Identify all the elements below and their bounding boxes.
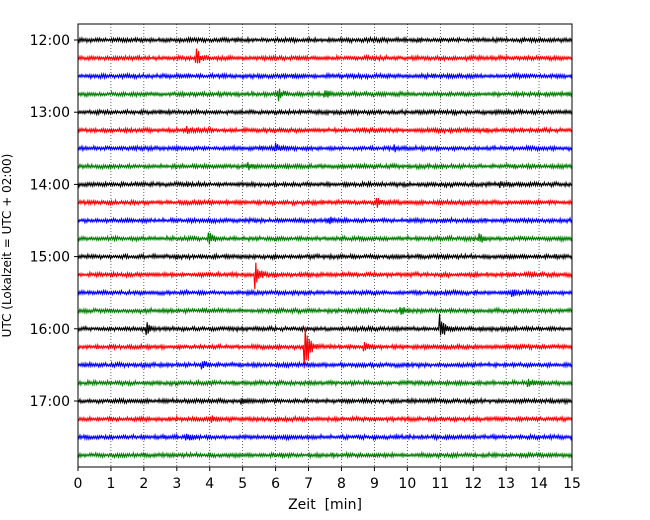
trace-1530: [77, 288, 573, 298]
x-axis-label: Zeit [min]: [288, 497, 362, 513]
trace-lines: [77, 35, 573, 460]
trace-1500: [77, 252, 573, 262]
x-tick-label: 10: [398, 476, 416, 492]
trace-1445: [77, 232, 573, 245]
y-axis-label: UTC (Lokalzeit = UTC + 02:00): [0, 154, 14, 338]
trace-1745: [77, 450, 573, 460]
trace-1600: [77, 313, 573, 336]
trace-1330: [77, 142, 573, 153]
plot-frame: [77, 23, 573, 468]
axis-ticks: 0 1 2 3 4 5 6 7 8 9 10 11 12 13 14 1512:0013:0014:0015:…: [30, 33, 581, 492]
x-tick-label: 6: [271, 476, 280, 492]
x-tick-label: 15: [563, 476, 581, 492]
x-tick-label: 9: [370, 476, 379, 492]
trace-1215: [77, 48, 573, 64]
trace-1415: [77, 197, 573, 208]
trace-1230: [77, 71, 573, 81]
x-tick-label: 13: [497, 476, 515, 492]
x-tick-label: 1: [106, 476, 115, 492]
x-tick-label: 5: [238, 476, 247, 492]
trace-1615: [77, 326, 573, 369]
x-tick-label: 14: [530, 476, 548, 492]
y-tick-label: 17:00: [30, 394, 70, 410]
trace-1400: [77, 179, 573, 189]
x-tick-label: 12: [464, 476, 482, 492]
trace-1700: [77, 396, 573, 406]
trace-1345: [77, 161, 573, 171]
y-tick-label: 14:00: [30, 177, 70, 193]
trace-1630: [77, 360, 573, 370]
trace-1200: [77, 35, 573, 45]
y-tick-label: 13:00: [30, 105, 70, 121]
x-tick-label: 8: [337, 476, 346, 492]
trace-1645: [77, 378, 573, 388]
x-tick-label: 11: [431, 476, 449, 492]
trace-1545: [77, 306, 573, 316]
y-tick-label: 15:00: [30, 250, 70, 266]
trace-1430: [77, 215, 573, 225]
x-tick-label: 3: [172, 476, 181, 492]
x-tick-label: 7: [304, 476, 313, 492]
trace-1245: [77, 88, 573, 102]
trace-1300: [77, 107, 573, 117]
y-tick-label: 16:00: [30, 322, 70, 338]
trace-1730: [77, 432, 573, 442]
x-tick-label: 2: [139, 476, 148, 492]
trace-1315: [77, 125, 573, 135]
grid-lines: [110, 24, 540, 467]
x-tick-label: 4: [205, 476, 214, 492]
y-tick-label: 12:00: [30, 33, 70, 49]
trace-1715: [77, 414, 573, 424]
trace-1515: [77, 262, 573, 290]
x-tick-label: 0: [74, 476, 83, 492]
